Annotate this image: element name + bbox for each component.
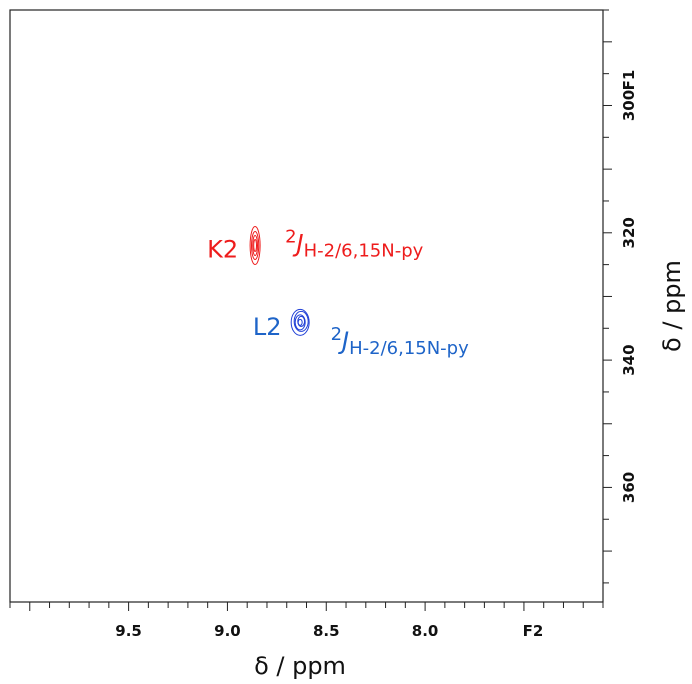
contour-line <box>252 235 259 257</box>
contour-line <box>251 231 260 261</box>
x-tick-label: 8.0 <box>412 622 439 640</box>
contour-line <box>293 310 309 332</box>
y-axis-ticks: 300 320 340 360 <box>603 9 638 584</box>
coupling-sub: H-2/6,15N-py <box>304 241 424 262</box>
x-axis-title: δ / ppm <box>254 652 346 680</box>
x-axis-ticks: 9.5 9.0 8.5 8.0 <box>9 602 604 640</box>
coupling-sub: H-2/6,15N-py <box>349 338 469 359</box>
peak-label: L2 <box>253 313 282 341</box>
y-axis-title: δ / ppm <box>658 260 686 352</box>
x-tick-label: 8.5 <box>313 622 340 640</box>
x-tick-label: 9.5 <box>115 622 142 640</box>
y-tick-label: 320 <box>620 217 638 248</box>
contour-line <box>253 239 258 253</box>
contour-line <box>297 318 303 326</box>
coupling-main: J <box>338 327 349 355</box>
coupling-sup: 2 <box>285 227 296 248</box>
peak-label: K2 <box>207 236 238 264</box>
x-axis-unit-label: F2 <box>523 622 544 640</box>
contour-line <box>249 226 261 266</box>
coupling-annotation: 2JH-2/6,15N-py <box>285 227 424 262</box>
peak-contours <box>249 226 310 336</box>
coupling-main: J <box>293 230 304 258</box>
peak-l2 <box>290 308 310 336</box>
y-tick-label: 360 <box>620 472 638 503</box>
plot-frame <box>9 9 604 603</box>
y-tick-label: 340 <box>620 344 638 375</box>
contour-line <box>294 314 306 331</box>
coupling-annotation: 2JH-2/6,15N-py <box>331 324 470 359</box>
x-tick-label: 9.0 <box>214 622 241 640</box>
y-axis-unit-label: F1 <box>620 70 638 91</box>
y-tick-label: 300 <box>620 90 638 121</box>
peak-k2 <box>249 226 261 266</box>
coupling-sup: 2 <box>331 324 342 345</box>
contour-line <box>290 308 310 336</box>
